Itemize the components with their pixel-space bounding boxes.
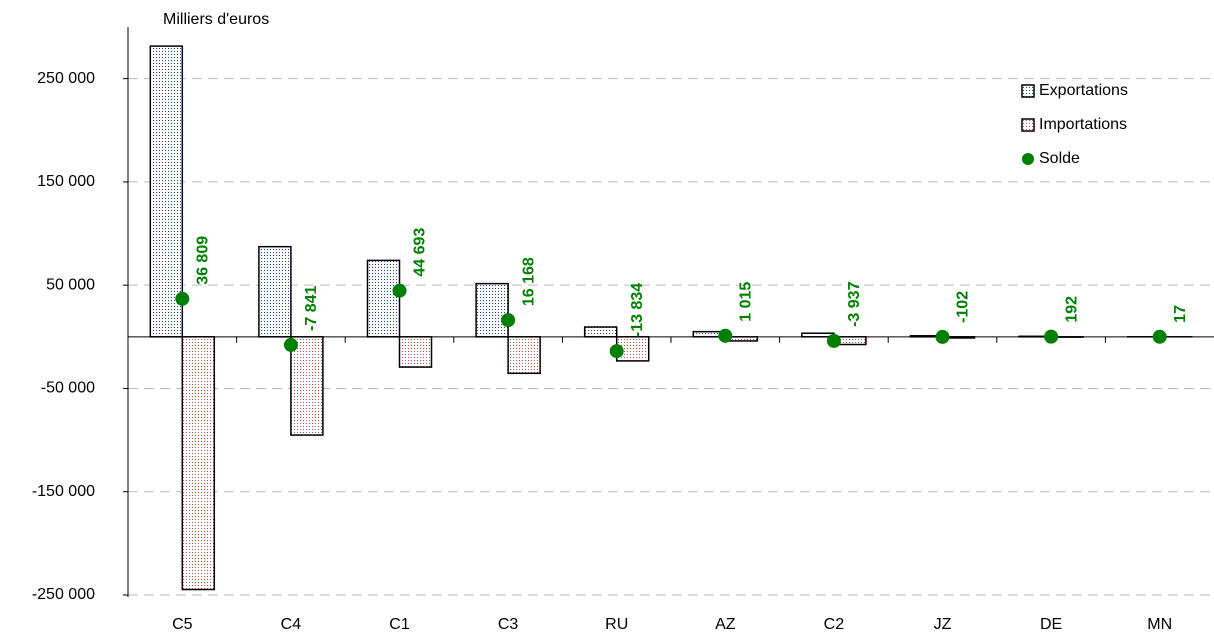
bar (366, 259, 401, 338)
bar (398, 336, 433, 368)
axis-unit-label: Milliers d'euros (163, 11, 269, 28)
x-tick-label: C5 (172, 616, 193, 633)
y-tick-label: -150 000 (32, 483, 95, 500)
x-tick-label: DE (1040, 616, 1062, 633)
point (501, 313, 516, 328)
y-tick-label: -250 000 (32, 586, 95, 603)
data-label: -102 (955, 291, 972, 323)
x-tick-label: C3 (498, 616, 519, 633)
x-tick-label: AZ (715, 616, 736, 633)
bar (149, 45, 184, 338)
bar (258, 245, 292, 338)
bar (583, 326, 618, 338)
point (175, 291, 190, 306)
y-tick-label: 150 000 (37, 173, 95, 190)
point (718, 328, 733, 343)
point (283, 337, 298, 352)
x-tick-label: C2 (824, 616, 845, 633)
x-tick-label: C1 (389, 616, 410, 633)
x-tick-label: MN (1147, 616, 1172, 633)
bar (290, 336, 324, 436)
legend-label: Solde (1039, 150, 1080, 167)
data-label: 17 (1172, 305, 1189, 323)
data-label: 192 (1063, 296, 1080, 323)
point (1152, 329, 1167, 344)
bar (475, 282, 509, 338)
data-label: 1 015 (738, 282, 755, 322)
legend-swatch (1021, 84, 1035, 98)
legend-swatch (1021, 118, 1035, 132)
point (935, 329, 950, 344)
y-tick-label: -50 000 (41, 380, 95, 397)
point (1044, 329, 1059, 344)
y-tick-label: 250 000 (37, 70, 95, 87)
point (392, 283, 407, 298)
data-label: -13 834 (629, 283, 646, 337)
x-tick-label: C4 (281, 616, 302, 633)
data-label: -3 937 (846, 281, 863, 326)
point (826, 333, 841, 348)
data-label: 16 168 (520, 257, 537, 306)
bar (181, 336, 216, 591)
point (609, 344, 624, 359)
y-tick-label: 50 000 (46, 276, 95, 293)
x-tick-label: RU (605, 616, 628, 633)
data-label: -7 841 (303, 285, 320, 330)
legend-swatch (1022, 153, 1034, 165)
x-tick-label: JZ (934, 616, 952, 633)
legend-label: Importations (1039, 116, 1127, 133)
legend-label: Exportations (1039, 82, 1128, 99)
data-label: 44 693 (412, 228, 429, 277)
bar (507, 336, 541, 375)
data-label: 36 809 (195, 236, 212, 285)
